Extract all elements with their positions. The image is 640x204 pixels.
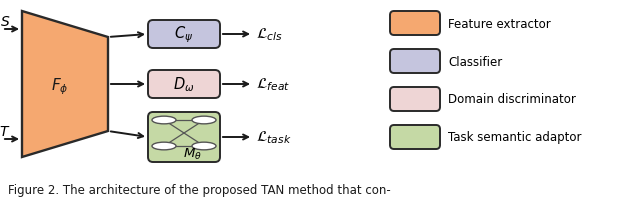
- Text: $M_{\theta}$: $M_{\theta}$: [182, 146, 202, 161]
- Text: $\mathcal{L}_{cls}$: $\mathcal{L}_{cls}$: [256, 27, 283, 43]
- Text: $\mathcal{L}_{task}$: $\mathcal{L}_{task}$: [256, 129, 291, 146]
- Text: $F_{\phi}$: $F_{\phi}$: [51, 76, 68, 97]
- Ellipse shape: [192, 116, 216, 124]
- Text: Figure 2. The architecture of the proposed TAN method that con-: Figure 2. The architecture of the propos…: [8, 183, 391, 196]
- Polygon shape: [22, 12, 108, 157]
- FancyBboxPatch shape: [148, 71, 220, 99]
- Ellipse shape: [152, 116, 176, 124]
- Text: $T$: $T$: [0, 124, 11, 138]
- Text: $D_{\omega}$: $D_{\omega}$: [173, 75, 195, 94]
- FancyBboxPatch shape: [390, 12, 440, 36]
- Text: Classifier: Classifier: [448, 55, 502, 68]
- Text: $C_{\psi}$: $C_{\psi}$: [175, 24, 193, 45]
- Text: $S$: $S$: [0, 15, 10, 29]
- FancyBboxPatch shape: [148, 112, 220, 162]
- FancyBboxPatch shape: [390, 50, 440, 74]
- Text: Feature extractor: Feature extractor: [448, 17, 551, 30]
- Ellipse shape: [152, 142, 176, 150]
- FancyBboxPatch shape: [390, 88, 440, 111]
- Text: Task semantic adaptor: Task semantic adaptor: [448, 131, 582, 144]
- Text: $\mathcal{L}_{feat}$: $\mathcal{L}_{feat}$: [256, 76, 290, 93]
- FancyBboxPatch shape: [148, 21, 220, 49]
- Text: Domain discriminator: Domain discriminator: [448, 93, 576, 106]
- Ellipse shape: [192, 142, 216, 150]
- FancyBboxPatch shape: [390, 125, 440, 149]
